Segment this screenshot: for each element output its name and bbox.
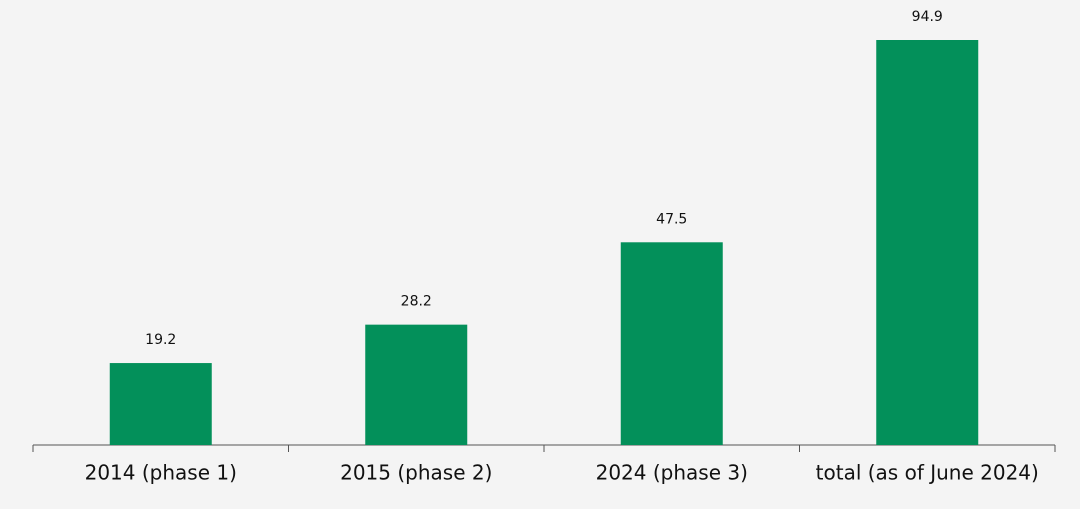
bar [876, 40, 979, 445]
value-label: 47.5 [656, 211, 687, 227]
value-label: 28.2 [401, 294, 432, 310]
value-label: 94.9 [912, 9, 943, 25]
x-tick-label: 2024 (phase 3) [596, 461, 748, 485]
bar [365, 324, 468, 445]
x-tick-label: total (as of June 2024) [816, 461, 1039, 485]
value-label: 19.2 [145, 332, 176, 348]
bar [620, 242, 723, 445]
bar [109, 363, 212, 445]
x-tick-label: 2014 (phase 1) [85, 461, 237, 485]
x-tick-label: 2015 (phase 2) [340, 461, 492, 485]
